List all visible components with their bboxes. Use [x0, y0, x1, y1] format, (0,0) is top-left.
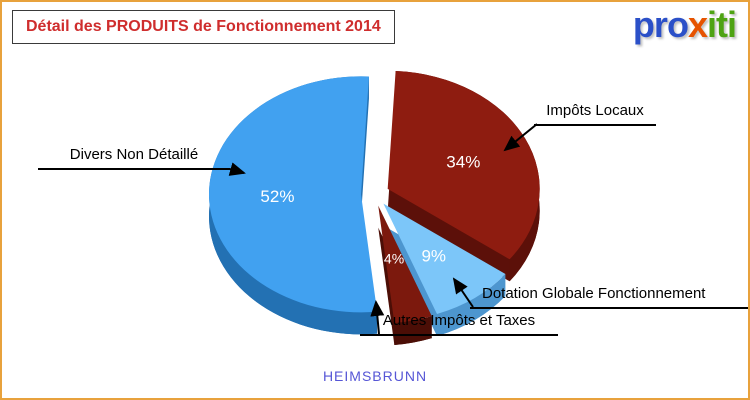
chart-title: Détail des PRODUITS de Fonctionnement 20…	[26, 18, 381, 35]
callout-arrow	[228, 162, 246, 176]
logo-letter: t	[715, 4, 728, 45]
logo-letter: r	[653, 4, 668, 45]
callout-arrow	[503, 123, 538, 152]
callout-autres-impots-et-taxes: Autres Impôts et Taxes	[360, 311, 558, 336]
logo-letter: p	[632, 4, 655, 45]
callout-arrow	[452, 277, 474, 308]
logo-letter: o	[666, 4, 689, 45]
pie-slice	[387, 71, 540, 260]
logo-letter: i	[706, 4, 717, 45]
pie-slice	[378, 205, 432, 324]
chart-title-box: Détail des PRODUITS de Fonctionnement 20…	[12, 10, 395, 44]
callout-dotation-globale-fonctionnement: Dotation Globale Fonctionnement	[470, 284, 748, 309]
pie-slice	[209, 76, 378, 313]
callout-label: Impôts Locaux	[546, 102, 644, 119]
proxiti-logo: proxiti	[632, 4, 737, 46]
callout-label: Autres Impôts et Taxes	[382, 312, 536, 329]
callout-label: Dotation Globale Fonctionnement	[482, 285, 706, 302]
callout-divers-non-detaille: Divers Non Détaillé	[38, 145, 230, 170]
logo-letter: x	[687, 4, 708, 45]
slice-percent-label: 52%	[260, 187, 294, 206]
callout-arrow	[370, 300, 385, 335]
callout-impots-locaux: Impôts Locaux	[534, 101, 656, 126]
slice-percent-label: 4%	[384, 250, 404, 266]
callout-label: Divers Non Détaillé	[69, 146, 199, 163]
slice-percent-label: 34%	[446, 152, 480, 171]
slice-percent-label: 9%	[421, 246, 446, 265]
logo-letter: i	[726, 4, 737, 45]
pie-slice-wall	[394, 316, 432, 346]
municipality-label: HEIMSBRUNN	[322, 368, 428, 384]
pie-slice	[383, 203, 506, 315]
